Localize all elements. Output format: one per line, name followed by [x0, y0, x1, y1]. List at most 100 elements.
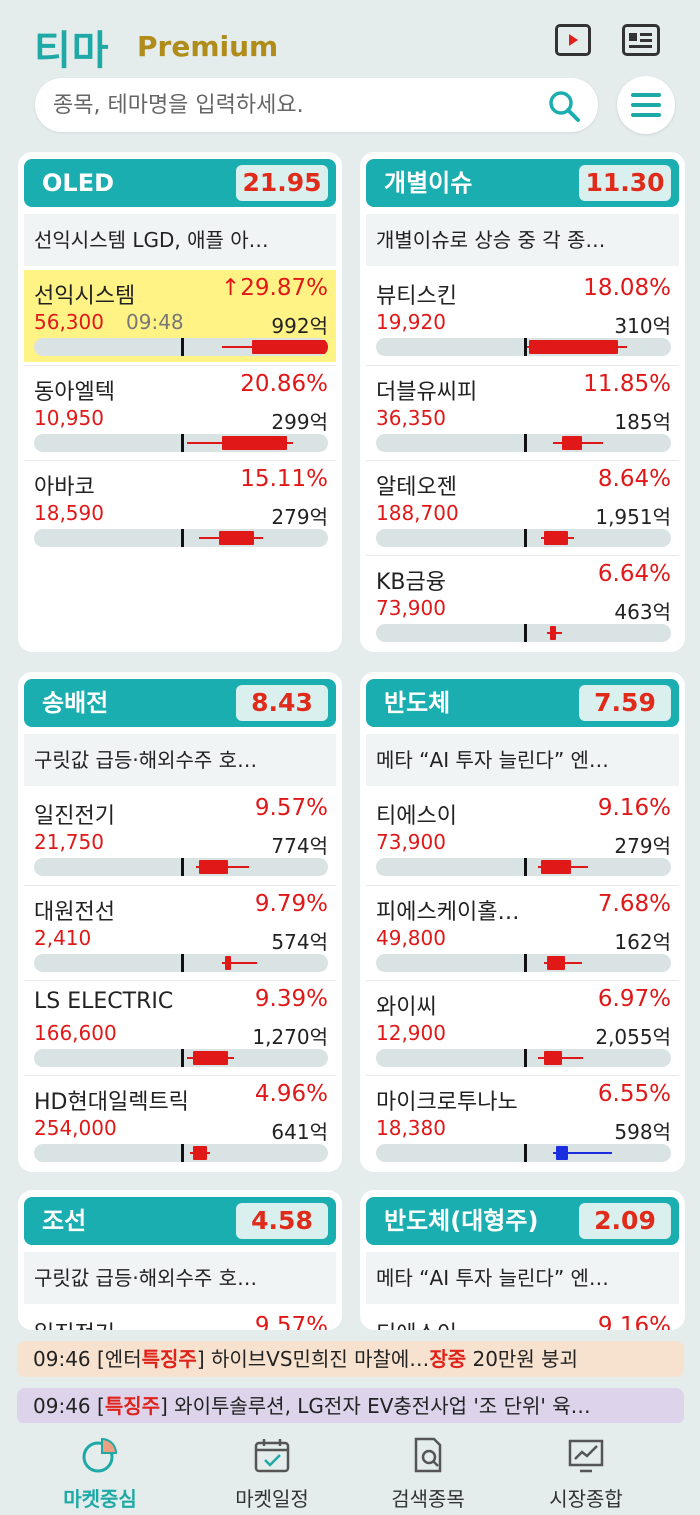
stock-change-rate: 9.79% [254, 891, 328, 917]
theme-header[interactable]: 송배전 8.43 [24, 679, 336, 727]
stock-row[interactable]: 뷰티스킨 18.08% 19,920 310억 [366, 270, 679, 362]
stock-name: 피에스케이홀… [376, 900, 520, 925]
theme-news[interactable]: 구릿값 급등·해외수주 호… [24, 1252, 336, 1304]
search-input[interactable] [53, 78, 543, 132]
stock-price: 73,900 [376, 596, 446, 620]
theme-rate: 8.43 [236, 685, 328, 721]
theme-header[interactable]: 반도체(대형주) 2.09 [366, 1197, 679, 1245]
news-ticker-1[interactable]: 09:46 [엔터특징주] 하이브VS민희진 마찰에…장중 20만원 붕괴 [17, 1341, 684, 1377]
theme-header[interactable]: 반도체 7.59 [366, 679, 679, 727]
theme-panel: 송배전 8.43 구릿값 급등·해외수주 호… 일진전기 9.57% 21,750 7… [18, 672, 342, 1172]
prev-close-marker [181, 529, 184, 547]
stock-row[interactable]: 마이크로투나노 6.55% 18,380 598억 [366, 1075, 679, 1167]
stock-price: 2,410 [34, 926, 92, 950]
stock-row[interactable]: 피에스케이홀… 7.68% 49,800 162억 [366, 885, 679, 977]
price-range-bar [376, 954, 671, 972]
stock-price: 166,600 [34, 1021, 117, 1045]
theme-panel: OLED 21.95 선익시스템 LGD, 애플 아… 선익시스템 ↑29.87%… [18, 152, 342, 652]
stock-volume: 162억 [614, 930, 671, 954]
theme-name: 조선 [42, 1207, 87, 1235]
price-range-bar [34, 434, 328, 452]
stock-row[interactable]: 일진전기 9.57% 21,750 774억 [24, 790, 336, 882]
price-range-bar [34, 338, 328, 356]
nav-search-stocks[interactable]: 검색종목 [358, 1423, 498, 1515]
theme-news[interactable]: 선익시스템 LGD, 애플 아… [24, 214, 336, 266]
prev-close-marker [181, 954, 184, 972]
theme-rate: 2.09 [579, 1203, 671, 1239]
app-logo[interactable]: 티마 [34, 28, 110, 74]
theme-name: 개별이슈 [384, 169, 473, 197]
stock-name: KB금융 [376, 570, 446, 595]
theme-rate: 21.95 [236, 165, 328, 201]
stock-row[interactable]: 더블유씨피 11.85% 36,350 185억 [366, 365, 679, 457]
stock-volume: 641억 [271, 1120, 328, 1144]
theme-header[interactable]: OLED 21.95 [24, 159, 336, 207]
price-body [555, 1146, 568, 1160]
stock-row[interactable]: KB금융 6.64% 73,900 463억 [366, 555, 679, 647]
stock-row[interactable]: 티에스이 9.16% 73,900 279억 [366, 790, 679, 882]
theme-news[interactable]: 메타 “AI 투자 늘린다” 엔… [366, 734, 679, 786]
stock-row[interactable]: 알테오젠 8.64% 188,700 1,951억 [366, 460, 679, 552]
stock-row[interactable]: 일진전기 9.57% [24, 1308, 336, 1330]
price-body [550, 626, 556, 640]
menu-button[interactable] [617, 76, 675, 134]
stock-row[interactable]: 대원전선 9.79% 2,410 574억 [24, 885, 336, 977]
stock-volume: 774억 [271, 834, 328, 858]
stock-row[interactable]: 선익시스템 ↑29.87% 56,300 09:48 992억 [24, 270, 336, 362]
stock-row[interactable]: 동아엘텍 20.86% 10,950 299억 [24, 365, 336, 457]
stock-volume: 1,951억 [595, 505, 671, 529]
price-body [225, 956, 231, 970]
theme-rate: 7.59 [579, 685, 671, 721]
stock-volume: 279억 [271, 505, 328, 529]
theme-name: 반도체(대형주) [384, 1207, 539, 1235]
theme-name: 반도체 [384, 689, 451, 717]
search-icon[interactable] [546, 88, 582, 124]
play-video-icon[interactable] [555, 24, 591, 56]
app-logo-premium: Premium [137, 30, 279, 63]
nav-market-schedule[interactable]: 마켓일정 [202, 1423, 342, 1515]
stock-name: 와이씨 [376, 995, 437, 1020]
stock-price: 36,350 [376, 406, 446, 430]
stock-price: 19,920 [376, 310, 446, 334]
news-ticker-2[interactable]: 09:46 [특징주] 와이투솔루션, LG전자 EV충전사업 '조 단위' 육… [17, 1388, 684, 1424]
pie-chart-icon [82, 1437, 118, 1473]
theme-header[interactable]: 개별이슈 11.30 [366, 159, 679, 207]
stock-change-rate: 9.16% [597, 1313, 671, 1330]
stock-price: 10,950 [34, 406, 104, 430]
stock-row[interactable]: HD현대일렉트릭 4.96% 254,000 641억 [24, 1075, 336, 1167]
price-range-bar [34, 858, 328, 876]
search-bar [35, 78, 598, 132]
nav-market-center[interactable]: 마켓중심 [30, 1423, 170, 1515]
stock-row[interactable]: 아바코 15.11% 18,590 279억 [24, 460, 336, 552]
price-body [544, 1051, 562, 1065]
nav-market-overview[interactable]: 시장종합 [516, 1423, 656, 1515]
nav-label: 시장종합 [549, 1487, 623, 1511]
stock-volume: 2,055억 [595, 1025, 671, 1049]
stock-name: 뷰티스킨 [376, 284, 457, 309]
trend-chart-icon [568, 1439, 604, 1473]
price-range-bar [376, 624, 671, 642]
price-body [198, 860, 229, 874]
stock-price: 73,900 [376, 830, 446, 854]
theme-news[interactable]: 개별이슈로 상승 중 각 종… [366, 214, 679, 266]
theme-panel: 반도체(대형주) 2.09 메타 “AI 투자 늘린다” 엔… 티에스이 9.16… [360, 1190, 685, 1330]
theme-header[interactable]: 조선 4.58 [24, 1197, 336, 1245]
stock-volume: 185억 [614, 410, 671, 434]
stock-change-rate: ↑29.87% [221, 275, 328, 301]
stock-row[interactable]: 와이씨 6.97% 12,900 2,055억 [366, 980, 679, 1072]
price-range-bar [376, 434, 671, 452]
stock-row[interactable]: LS ELECTRIC 9.39% 166,600 1,270억 [24, 980, 336, 1072]
prev-close-marker [523, 338, 527, 356]
prev-close-marker [523, 1144, 527, 1162]
prev-close-marker [523, 858, 527, 876]
price-range-bar [376, 338, 671, 356]
price-body [251, 340, 328, 354]
stock-row[interactable]: 티에스이 9.16% [366, 1308, 679, 1330]
price-range-bar [376, 1144, 671, 1162]
app-header: 티마 Premium [0, 0, 700, 150]
theme-news[interactable]: 메타 “AI 투자 늘린다” 엔… [366, 1252, 679, 1304]
newspaper-icon[interactable] [622, 24, 660, 56]
theme-news[interactable]: 구릿값 급등·해외수주 호… [24, 734, 336, 786]
stock-price: 49,800 [376, 926, 446, 950]
prev-close-marker [181, 858, 184, 876]
